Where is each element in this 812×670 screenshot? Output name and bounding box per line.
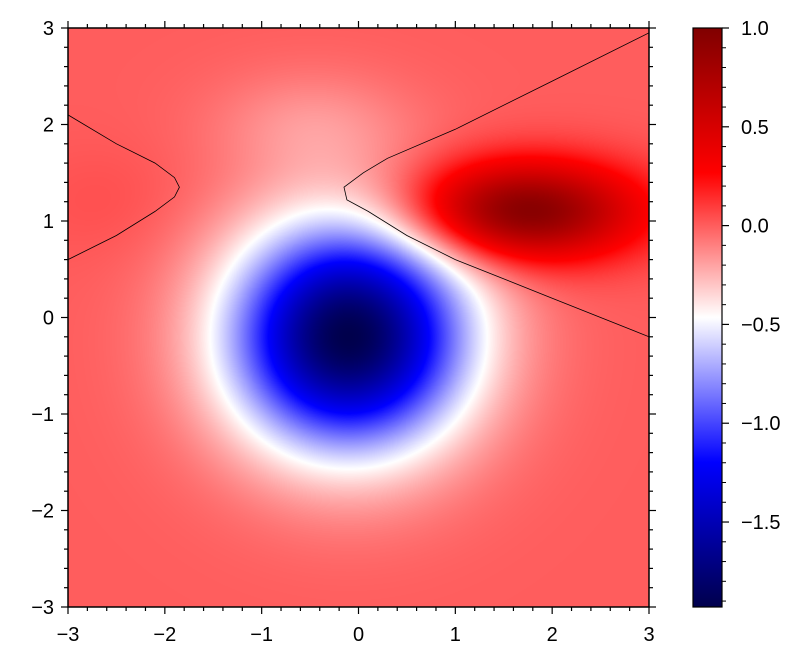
y-tick-label: 2 [43,115,54,137]
colorbar: −1.5 −1.0 −0.5 0.0 0.5 1.0 [692,18,780,608]
colorbar-tick-label: −0.5 [741,314,780,336]
x-tick-label: −2 [153,624,176,646]
y-tick-label: 3 [43,18,54,40]
x-tick-label: −1 [250,624,273,646]
x-tick-label: 0 [353,624,364,646]
y-tick-label: −3 [31,597,54,619]
x-tick-label: −3 [57,624,80,646]
y-tick-label: −2 [31,501,54,523]
colorbar-tick-label: 1.0 [741,18,769,40]
colorbar-tick-label: −1.0 [741,413,780,435]
zero-contour-right [343,32,649,338]
y-tick-label: −1 [31,404,54,426]
zero-contour-left [68,114,180,260]
colorbar-gradient [692,27,723,608]
colorbar-tick-label: 0.0 [741,216,769,238]
plot-area [68,28,649,607]
y-tick-label: 1 [43,211,54,233]
colorbar-tick-label: 0.5 [741,117,769,139]
zero-contours [68,32,649,338]
x-tick-label: 1 [450,624,461,646]
x-tick-label: 2 [547,624,558,646]
colorbar-tick-label: −1.5 [741,512,780,534]
x-tick-label: 3 [643,624,654,646]
y-tick-label: 0 [43,308,54,330]
axes: −3 −2 −1 0 1 2 3 −3 −2 −1 0 1 2 3 [31,18,656,646]
heatmap-image [68,28,649,607]
